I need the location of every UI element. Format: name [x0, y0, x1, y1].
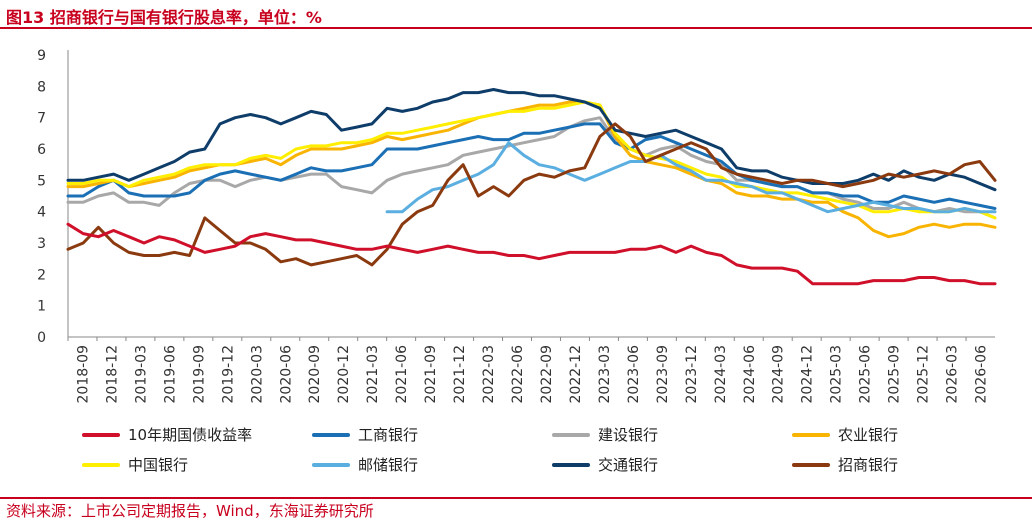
- x-tick-label: 2020-09: [307, 345, 323, 404]
- x-tick-label: 2022-09: [539, 345, 555, 404]
- x-tick-label: 2021-06: [394, 345, 410, 404]
- title-divider: [0, 27, 1032, 29]
- x-tick-label: 2022-12: [568, 345, 584, 404]
- x-tick-label: 2018-12: [104, 345, 120, 404]
- x-tick-label: 2024-06: [742, 345, 758, 404]
- series-line-10y: [66, 222, 997, 286]
- series-line-boc: [66, 100, 997, 220]
- chart-axes: 0 1 2 3 4 5 6 7 8 9 2018-09 2018-12 2019-03 2019-06 20…: [37, 48, 995, 404]
- legend-label-icbc: 工商银行: [358, 426, 418, 444]
- x-tick-label: 2022-03: [481, 345, 497, 404]
- x-tick-label: 2026-06: [974, 345, 990, 404]
- x-tick-label: 2019-09: [191, 345, 207, 404]
- y-tick-label: 0: [37, 330, 46, 346]
- series-line-bocom: [66, 88, 997, 192]
- x-tick-label: 2018-09: [75, 345, 91, 404]
- legend-label-abc: 农业银行: [838, 426, 898, 444]
- series-line-ccb: [66, 116, 997, 220]
- x-tick-label: 2021-12: [452, 345, 468, 404]
- x-tick-label: 2025-03: [829, 345, 845, 404]
- y-tick-label: 4: [37, 205, 46, 221]
- legend-label-boc: 中国银行: [128, 456, 188, 474]
- y-tick-label: 7: [37, 111, 46, 127]
- x-tick-label: 2021-09: [423, 345, 439, 404]
- x-tick-label: 2024-12: [800, 345, 816, 404]
- x-tick-label: 2023-12: [684, 345, 700, 404]
- legend-label-bocom: 交通银行: [598, 456, 658, 474]
- x-tick-label: 2021-03: [365, 345, 381, 404]
- y-tick-label: 3: [37, 236, 46, 252]
- chart-title: 图13 招商银行与国有银行股息率，单位：%: [6, 8, 322, 27]
- y-tick-label: 2: [37, 267, 46, 283]
- x-tick-label: 2020-12: [336, 345, 352, 404]
- x-tick-label: 2019-06: [162, 345, 178, 404]
- x-tick-label: 2020-06: [278, 345, 294, 404]
- x-tick-label: 2019-03: [133, 345, 149, 404]
- y-tick-label: 6: [37, 142, 46, 158]
- x-tick-label: 2023-03: [597, 345, 613, 404]
- source-divider: [0, 497, 1032, 499]
- x-tick-label: 2024-03: [713, 345, 729, 404]
- x-tick-label: 2019-12: [220, 345, 236, 404]
- source-note: 资料来源：上市公司定期报告，Wind，东海证券研究所: [6, 502, 374, 520]
- series-line-cmb: [66, 122, 997, 267]
- legend-label-cmb: 招商银行: [838, 456, 898, 474]
- chart-series: [66, 88, 997, 286]
- y-tick-label: 5: [37, 173, 46, 189]
- series-line-abc: [66, 100, 997, 239]
- legend-label-ccb: 建设银行: [598, 426, 658, 444]
- x-tick-label: 2025-12: [916, 345, 932, 404]
- y-tick-label: 8: [37, 79, 46, 95]
- y-tick-label: 1: [37, 299, 46, 315]
- x-tick-label: 2025-06: [858, 345, 874, 404]
- x-tick-label: 2026-03: [945, 345, 961, 404]
- y-tick-label: 9: [37, 48, 46, 64]
- legend-label-10y: 10年期国债收益率: [128, 426, 252, 444]
- x-tick-label: 2022-06: [510, 345, 526, 404]
- x-tick-label: 2023-09: [655, 345, 671, 404]
- line-chart: 0 1 2 3 4 5 6 7 8 9 2018-09 2018-12 2019-03 2019-06 20…: [37, 48, 997, 474]
- x-tick-label: 2025-09: [887, 345, 903, 404]
- x-tick-label: 2020-03: [249, 345, 265, 404]
- x-tick-label: 2024-09: [771, 345, 787, 404]
- series-line-psbc: [385, 141, 997, 214]
- x-tick-label: 2023-06: [626, 345, 642, 404]
- legend-label-psbc: 邮储银行: [358, 456, 418, 474]
- series-line-icbc: [66, 122, 997, 210]
